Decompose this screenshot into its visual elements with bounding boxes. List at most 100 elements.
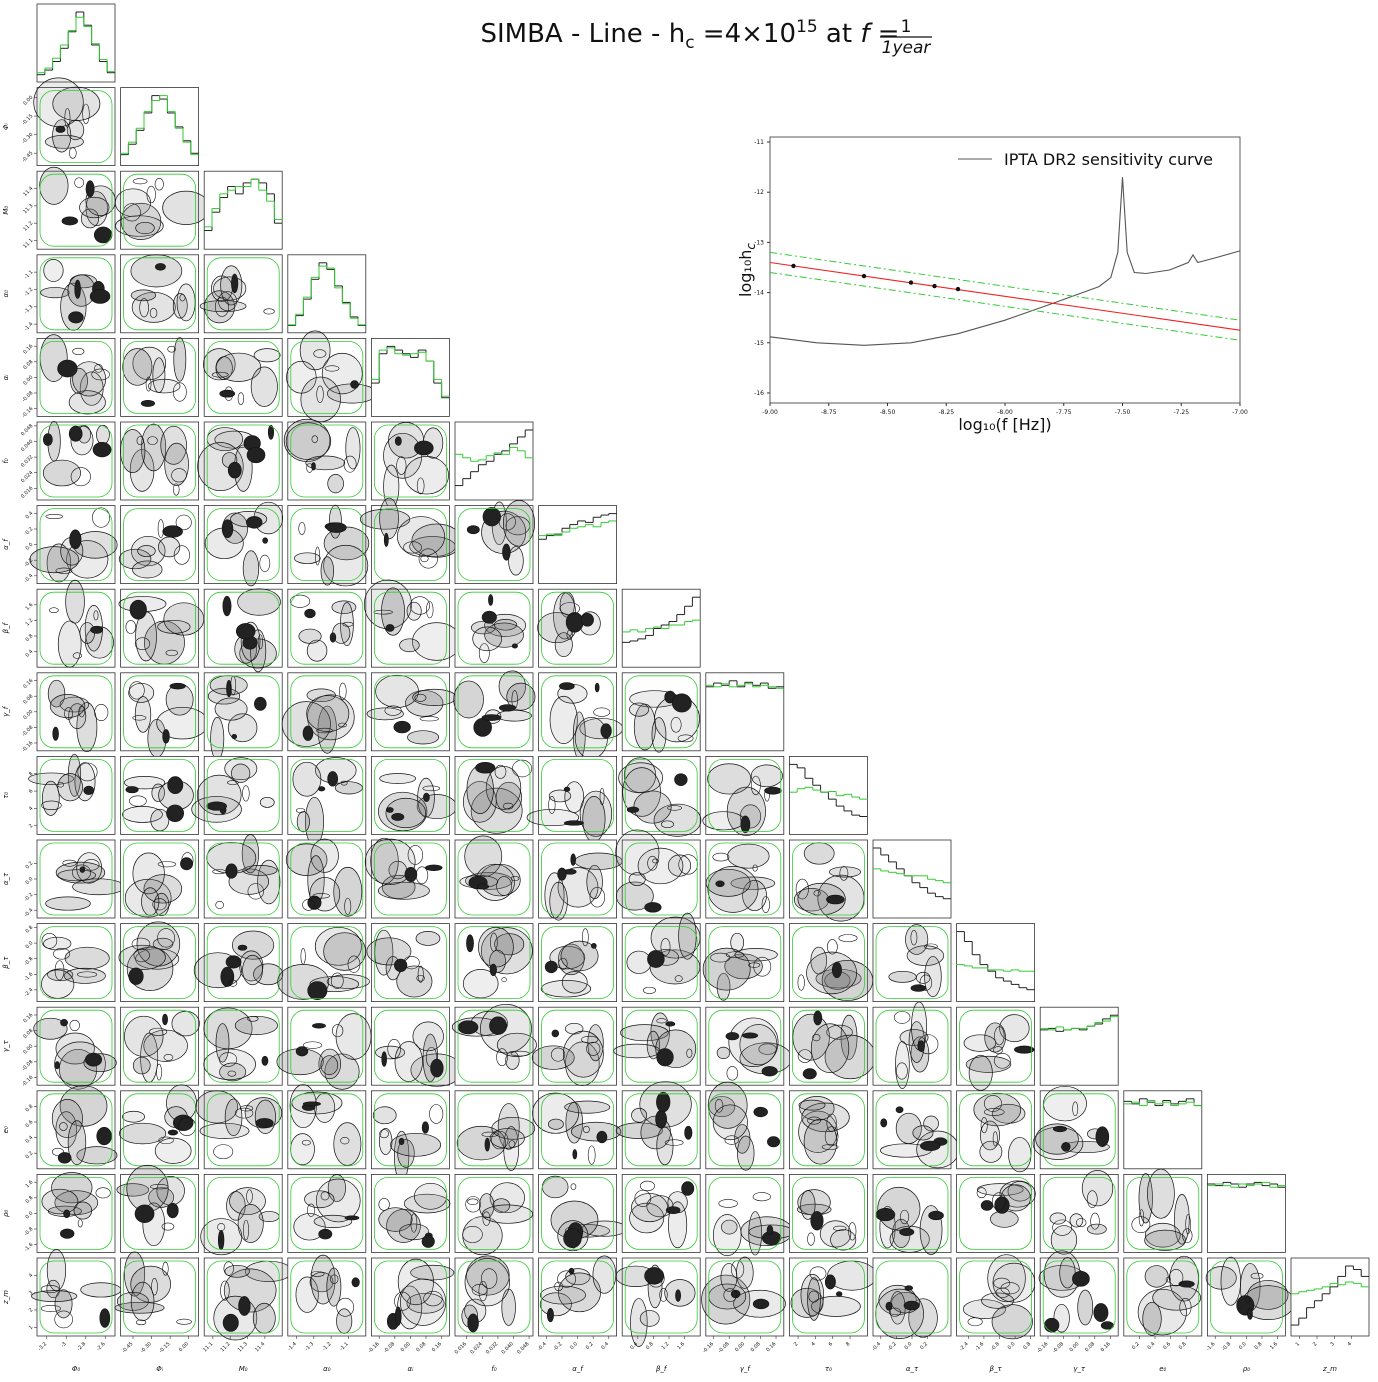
x-tick-label: -7.25 — [1173, 409, 1189, 416]
density-blob — [118, 944, 166, 970]
x-tick-label: 11.1 — [202, 1341, 214, 1353]
contour-ring — [239, 1105, 254, 1112]
density-blob — [364, 838, 416, 885]
contour-outer — [541, 926, 614, 999]
contour-ring — [234, 1107, 254, 1119]
contour-ring — [566, 629, 573, 640]
contour-ring — [61, 216, 79, 226]
density-blob — [404, 456, 449, 495]
contour-outer — [373, 842, 447, 916]
contour-ring — [903, 1300, 920, 1311]
title-part: 15 — [796, 17, 818, 37]
contour-ring — [344, 1215, 360, 1221]
density-blob — [67, 753, 82, 797]
y-axis-label: Φᵢ — [2, 122, 10, 130]
density-blob — [716, 1046, 731, 1059]
contour-decoration — [532, 1092, 622, 1167]
density-blob — [55, 1111, 78, 1149]
contour-ring — [172, 1114, 194, 1131]
contour-decoration — [202, 340, 281, 414]
density-blob — [678, 912, 697, 960]
x-tick-label: -0.16 — [367, 1341, 380, 1354]
contour-decoration — [1126, 1168, 1200, 1251]
contour-ring — [316, 385, 324, 403]
density-blob — [626, 950, 652, 974]
contour-ring — [169, 682, 186, 690]
contour-ring — [206, 801, 227, 811]
contour-ring — [68, 425, 83, 442]
contour-decoration — [702, 759, 783, 836]
y-tick-label: -14 — [754, 290, 764, 297]
contour-ring — [155, 263, 166, 271]
contour-decoration — [114, 1251, 196, 1334]
contour-ring — [215, 900, 224, 909]
contour-ring — [496, 1048, 508, 1066]
density-blob — [320, 556, 334, 586]
contour-decoration — [39, 334, 113, 415]
contour-ring — [149, 307, 158, 319]
contour-outer — [792, 1260, 865, 1334]
contour-ring — [414, 440, 434, 456]
density-blob — [412, 1021, 444, 1052]
contour-ring — [812, 1034, 821, 1042]
density-blob — [381, 587, 405, 636]
x-tick-label: -0.8 — [1221, 1341, 1232, 1352]
contour-ring — [1000, 1282, 1020, 1295]
contour-ring — [64, 707, 74, 720]
contour-ring — [311, 462, 316, 471]
contour-ring — [152, 898, 167, 911]
density-blob — [999, 1180, 1036, 1208]
panel-frame — [287, 1006, 367, 1086]
y-axis-label: z_m — [2, 1290, 10, 1305]
density-blob — [300, 376, 341, 423]
contour-outer — [206, 508, 280, 582]
density-blob — [531, 1045, 575, 1070]
y-tick-label: 0.00 — [22, 375, 34, 387]
contour-decoration — [615, 1081, 698, 1167]
y-tick-label: -1.1 — [23, 269, 34, 280]
density-blob — [160, 425, 187, 465]
contour-outer — [39, 173, 113, 247]
contour-ring — [225, 955, 242, 969]
contour-outer — [123, 1093, 196, 1167]
panel-frame — [36, 923, 116, 1002]
density-blob — [129, 449, 155, 492]
density-blob — [895, 1112, 922, 1144]
contour-decoration — [277, 926, 370, 1000]
density-blob — [124, 1015, 164, 1057]
contour-ring — [387, 1039, 401, 1059]
line — [769, 177, 1241, 346]
contour-outer — [624, 842, 698, 916]
density-blob — [622, 767, 661, 817]
contour-decoration — [283, 418, 364, 498]
density-blob — [197, 442, 244, 491]
contour-ring — [572, 1149, 578, 1160]
density-blob — [51, 1172, 93, 1204]
x-tick-label: 0.6 — [1162, 1341, 1172, 1351]
contour-outer — [123, 759, 196, 832]
density-blob — [158, 536, 181, 558]
contour-ring — [712, 852, 730, 862]
contour-outer — [373, 1009, 447, 1083]
contour-decoration — [39, 1172, 113, 1250]
contour-ring — [54, 960, 65, 981]
line — [769, 261, 1241, 331]
panel-frame — [203, 1174, 283, 1253]
density-blob — [250, 366, 278, 407]
contour-decoration — [118, 921, 196, 999]
density-blob — [150, 808, 170, 832]
density-blob — [496, 1032, 537, 1057]
density-blob — [840, 1014, 858, 1060]
contour-decoration — [1042, 1170, 1116, 1255]
contour-ring — [167, 776, 184, 794]
contour-ring — [1245, 1296, 1251, 1304]
density-blob — [304, 1190, 335, 1209]
contour-ring — [41, 932, 58, 949]
point — [908, 280, 914, 285]
contour-ring — [255, 1118, 274, 1129]
y-tick-label: 1.6 — [25, 602, 35, 612]
panel-frame — [370, 756, 450, 835]
x-tick-label: 8 — [845, 1341, 851, 1347]
density-blob — [45, 896, 91, 911]
contour-ring — [797, 1049, 813, 1063]
